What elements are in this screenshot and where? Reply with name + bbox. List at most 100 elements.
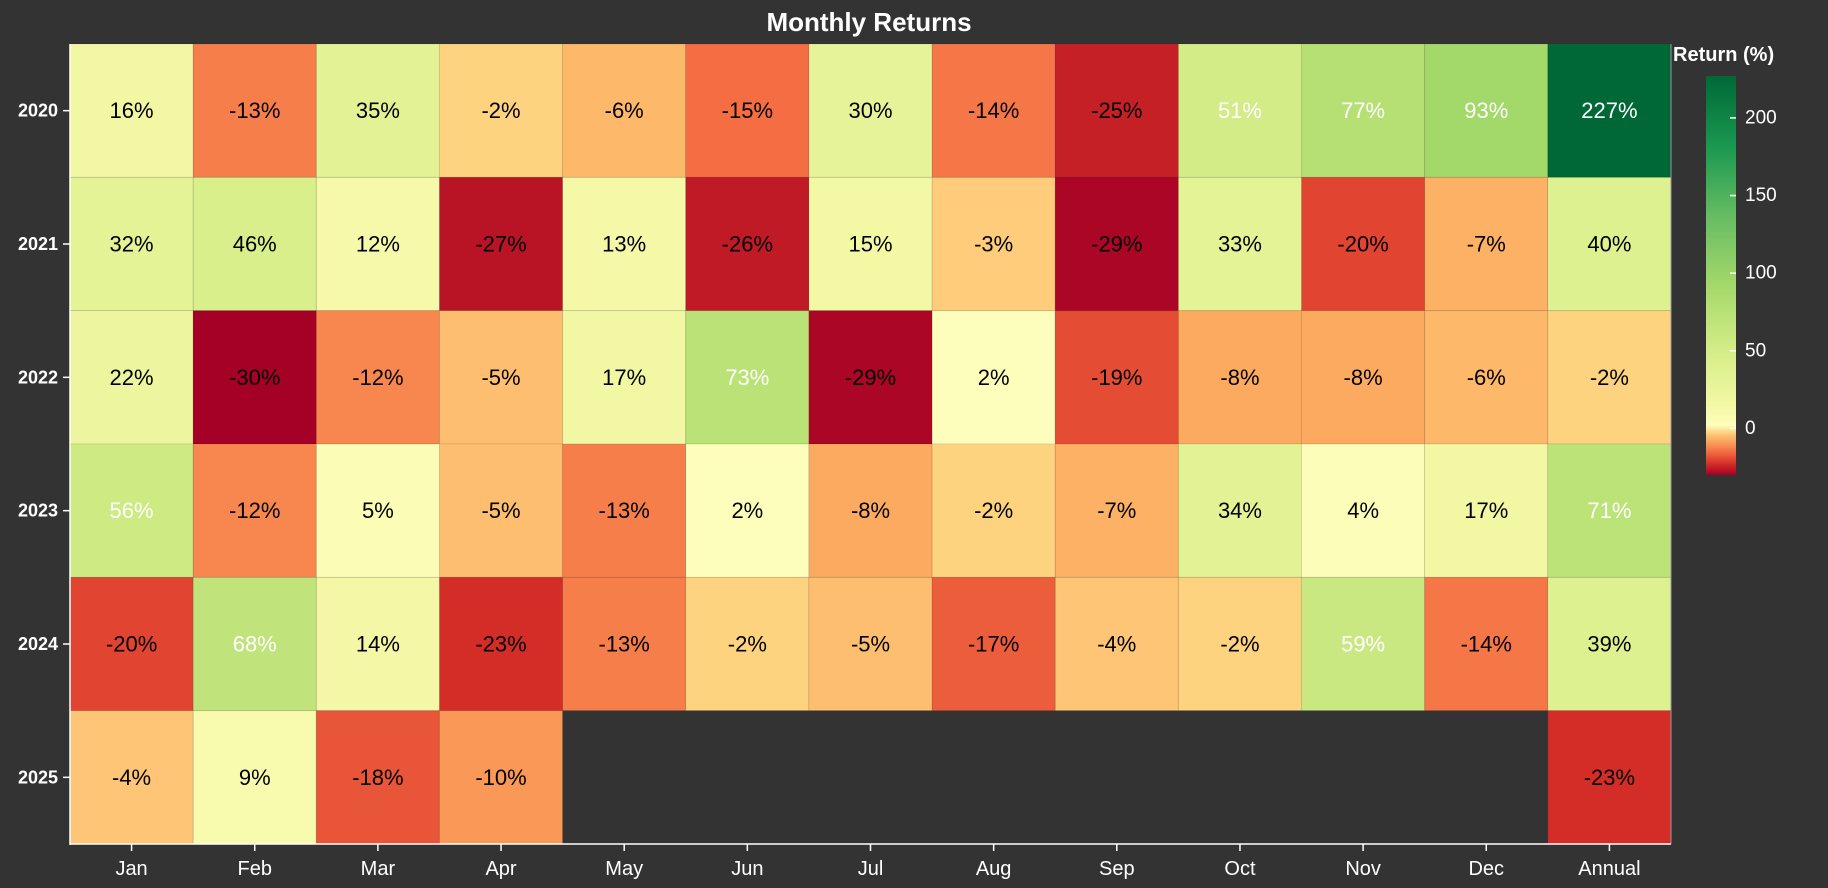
heatmap-cell-2025-dec	[1424, 710, 1548, 844]
heatmap-cell-2020-dec	[1424, 43, 1549, 178]
cell-label-2022-may: 17%	[602, 365, 646, 390]
y-tick-label-2022: 2022	[18, 367, 58, 387]
cell-label-2021-oct: 33%	[1218, 232, 1262, 257]
cell-label-2022-nov: -8%	[1344, 365, 1383, 390]
heatmap-cell-2021-dec	[1424, 176, 1549, 312]
cell-label-2021-jan: 32%	[110, 232, 154, 257]
heatmap-cell-2024-jun	[685, 576, 810, 712]
legend-title: Return (%)	[1673, 44, 1774, 66]
x-tick-label-jan: Jan	[115, 858, 147, 880]
x-tick-label-jul: Jul	[858, 858, 884, 880]
x-tick-label-apr: Apr	[485, 858, 516, 880]
heatmap-cell-2020-feb	[192, 43, 317, 178]
heatmap-cell-2022-jan	[69, 310, 194, 445]
heatmap-cell-2021-oct	[1177, 176, 1303, 312]
heatmap-cell-2022-sep	[1054, 310, 1179, 445]
cell-label-2022-dec: -6%	[1467, 365, 1506, 390]
legend-tick-label-200: 200	[1745, 107, 1777, 128]
heatmap-cell-2021-may	[562, 176, 687, 312]
heatmap-cell-2022-may	[562, 310, 687, 445]
heatmap-cell-2022-nov	[1301, 310, 1426, 445]
cell-label-2020-jan: 16%	[110, 98, 154, 123]
heatmap-cell-2020-mar	[315, 43, 440, 178]
heatmap-cell-2023-sep	[1054, 443, 1179, 578]
heatmap-cell-2020-jan	[69, 43, 194, 178]
cell-label-2020-feb: -13%	[229, 98, 280, 123]
heatmap-cell-2024-oct	[1177, 576, 1303, 712]
cell-label-2020-nov: 77%	[1341, 98, 1385, 123]
cell-label-2022-jun: 73%	[725, 365, 769, 390]
heatmap-cell-2020-aug	[931, 43, 1056, 178]
legend-tick-label-50: 50	[1745, 340, 1766, 361]
cell-label-2023-mar: 5%	[362, 498, 394, 523]
heatmap-cell-2024-feb	[192, 576, 317, 712]
heatmap-cell-2021-jan	[69, 176, 194, 312]
heatmap-cell-2021-jun	[685, 176, 810, 312]
cell-label-2021-jun: -26%	[722, 232, 773, 257]
cell-label-2022-jan: 22%	[110, 365, 154, 390]
cell-label-2021-jul: 15%	[848, 232, 892, 257]
legend-tick-label-150: 150	[1745, 185, 1777, 206]
cell-label-2020-sep: -25%	[1091, 98, 1142, 123]
heatmap-cell-2025-may	[562, 710, 686, 844]
y-tick-label-2025: 2025	[18, 767, 58, 787]
y-tick-label-2021: 2021	[18, 234, 58, 254]
cell-label-2024-feb: 68%	[233, 632, 277, 657]
heatmap-cell-2023-jun	[685, 443, 810, 578]
cell-label-2024-aug: -17%	[968, 632, 1019, 657]
cell-label-2021-sep: -29%	[1091, 232, 1142, 257]
heatmap-cell-2023-oct	[1177, 443, 1303, 578]
cell-label-2020-dec: 93%	[1464, 98, 1508, 123]
heatmap-cell-2025-mar	[315, 710, 440, 845]
cell-label-2022-oct: -8%	[1220, 365, 1259, 390]
cell-label-2022-aug: 2%	[978, 365, 1010, 390]
cell-label-2024-apr: -23%	[475, 632, 526, 657]
heatmap-cell-2022-feb	[192, 310, 317, 445]
cell-label-2023-aug: -2%	[974, 498, 1013, 523]
cell-label-2025-mar: -18%	[352, 765, 403, 790]
cell-label-2024-annual: 39%	[1587, 632, 1631, 657]
heatmap-cell-2024-may	[562, 576, 687, 712]
heatmap-cell-labels: 16% -13% 35% -2% -6% -15% 30% -14% -25% 51% 77% 93%…	[106, 98, 1638, 790]
chart-title: Monthly Returns	[766, 7, 971, 37]
heatmap-cell-2020-apr	[438, 43, 564, 178]
cell-label-2020-may: -6%	[605, 98, 644, 123]
y-tick-label-2020: 2020	[18, 101, 58, 121]
cell-label-2024-may: -13%	[599, 632, 650, 657]
heatmap-cell-2024-apr	[438, 576, 564, 712]
cell-label-2024-dec: -14%	[1461, 632, 1512, 657]
cell-label-2020-jul: 30%	[848, 98, 892, 123]
heatmap-cell-2023-aug	[931, 443, 1056, 578]
x-tick-label-annual: Annual	[1578, 858, 1640, 880]
x-tick-label-jun: Jun	[731, 858, 763, 880]
heatmap-cell-2022-annual	[1547, 310, 1672, 445]
heatmap-cell-2025-oct	[1178, 710, 1302, 844]
heatmap-cell-2020-oct	[1177, 43, 1303, 178]
heatmap-cell-2023-apr	[438, 443, 564, 578]
heatmap-cell-2020-may	[562, 43, 687, 178]
cell-label-2021-may: 13%	[602, 232, 646, 257]
cell-label-2025-feb: 9%	[239, 765, 271, 790]
x-tick-label-aug: Aug	[976, 858, 1012, 880]
heatmap-cell-2024-sep	[1054, 576, 1179, 712]
x-tick-label-mar: Mar	[361, 858, 396, 880]
heatmap-cells	[69, 43, 1672, 845]
heatmap-cell-2025-jan	[69, 710, 194, 845]
cell-label-2020-aug: -14%	[968, 98, 1019, 123]
x-tick-label-oct: Oct	[1224, 858, 1256, 880]
heatmap-cell-2022-mar	[315, 310, 440, 445]
cell-label-2023-feb: -12%	[229, 498, 280, 523]
y-tick-label-2024: 2024	[18, 634, 58, 654]
cell-label-2021-mar: 12%	[356, 232, 400, 257]
x-tick-label-nov: Nov	[1345, 858, 1381, 880]
heatmap-cell-2021-aug	[931, 176, 1056, 312]
heatmap-cell-2021-sep	[1054, 176, 1179, 312]
heatmap-cell-2021-jul	[808, 176, 933, 312]
cell-label-2022-feb: -30%	[229, 365, 280, 390]
heatmap-cell-2025-sep	[1055, 710, 1179, 844]
y-tick-label-2023: 2023	[18, 501, 58, 521]
heatmap-cell-2021-feb	[192, 176, 317, 312]
heatmap-cell-2025-nov	[1301, 710, 1425, 844]
cell-label-2021-annual: 40%	[1587, 232, 1631, 257]
